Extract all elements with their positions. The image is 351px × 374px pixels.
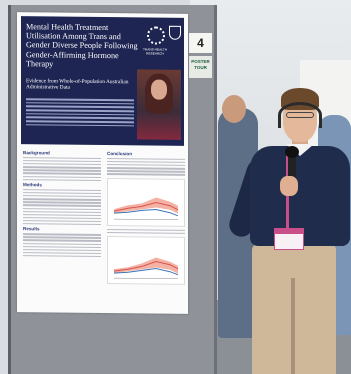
- board-number: 4: [189, 33, 212, 53]
- poster-chart-1-graphic: [113, 197, 179, 220]
- section-heading-conclusion: Conclusion: [107, 151, 133, 157]
- poster-board-frame: [8, 5, 11, 374]
- research-poster: Mental Health Treatment Utilisation Amon…: [17, 12, 188, 314]
- portrait-face: [151, 79, 167, 100]
- chart-2-line-red: [113, 261, 179, 272]
- section-heading-background: Background: [23, 150, 50, 156]
- chart-2-line-blue: [113, 268, 179, 276]
- poster-tour-tag-line2: TOUR: [194, 64, 207, 70]
- microphone-icon: [288, 152, 296, 182]
- poster-left-column: Background Methods Results: [23, 148, 101, 259]
- poster-tour-tag: POSTER TOUR: [189, 56, 212, 78]
- presenter-name-badge: [274, 228, 304, 250]
- author-list-lines: [26, 98, 134, 129]
- poster-chart-1: [107, 177, 185, 227]
- poster-chart-2-graphic: [113, 257, 179, 280]
- poster-right-column: Conclusion: [107, 149, 185, 288]
- section-heading-methods: Methods: [23, 182, 42, 188]
- microphone-head: [285, 146, 299, 158]
- poster-tour-tag-line1: POSTER: [191, 59, 210, 64]
- chart-1-line-red: [113, 201, 179, 212]
- chart-1-line-blue: [113, 208, 179, 217]
- presenter-neck: [292, 138, 308, 148]
- poster-subtitle: Evidence from Whole-of-Population Austra…: [26, 78, 129, 92]
- sun-logo-icon: [147, 26, 165, 45]
- university-crest-icon: [169, 25, 181, 40]
- chart-2-band: [114, 257, 178, 274]
- background-person-head: [222, 95, 246, 123]
- poster-title: Mental Health Treatment Utilisation Amon…: [26, 22, 138, 69]
- author-portrait: [137, 69, 181, 140]
- logo-text: TRANS HEALTH RESEARCH: [142, 47, 168, 56]
- presenter-man: [226, 88, 351, 374]
- chart-2-axis: [114, 278, 178, 280]
- poster-header: Mental Health Treatment Utilisation Amon…: [21, 16, 184, 146]
- poster-chart-2: [107, 236, 185, 286]
- chart-1-axis: [114, 218, 178, 220]
- headset-icon: [278, 102, 322, 128]
- presenter-hand: [280, 176, 298, 196]
- section-heading-results: Results: [23, 226, 40, 232]
